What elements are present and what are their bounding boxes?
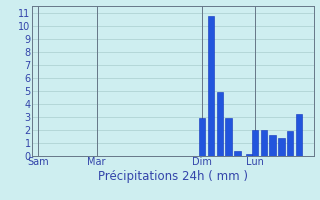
Bar	[252, 130, 258, 156]
Bar	[296, 114, 302, 156]
Bar	[199, 118, 205, 156]
Bar	[246, 154, 252, 156]
Bar	[225, 118, 232, 156]
Bar	[208, 16, 214, 156]
Bar	[287, 131, 293, 156]
X-axis label: Précipitations 24h ( mm ): Précipitations 24h ( mm )	[98, 170, 248, 183]
Bar	[269, 135, 276, 156]
Bar	[260, 130, 267, 156]
Bar	[278, 138, 284, 156]
Bar	[217, 92, 223, 156]
Bar	[234, 151, 241, 156]
